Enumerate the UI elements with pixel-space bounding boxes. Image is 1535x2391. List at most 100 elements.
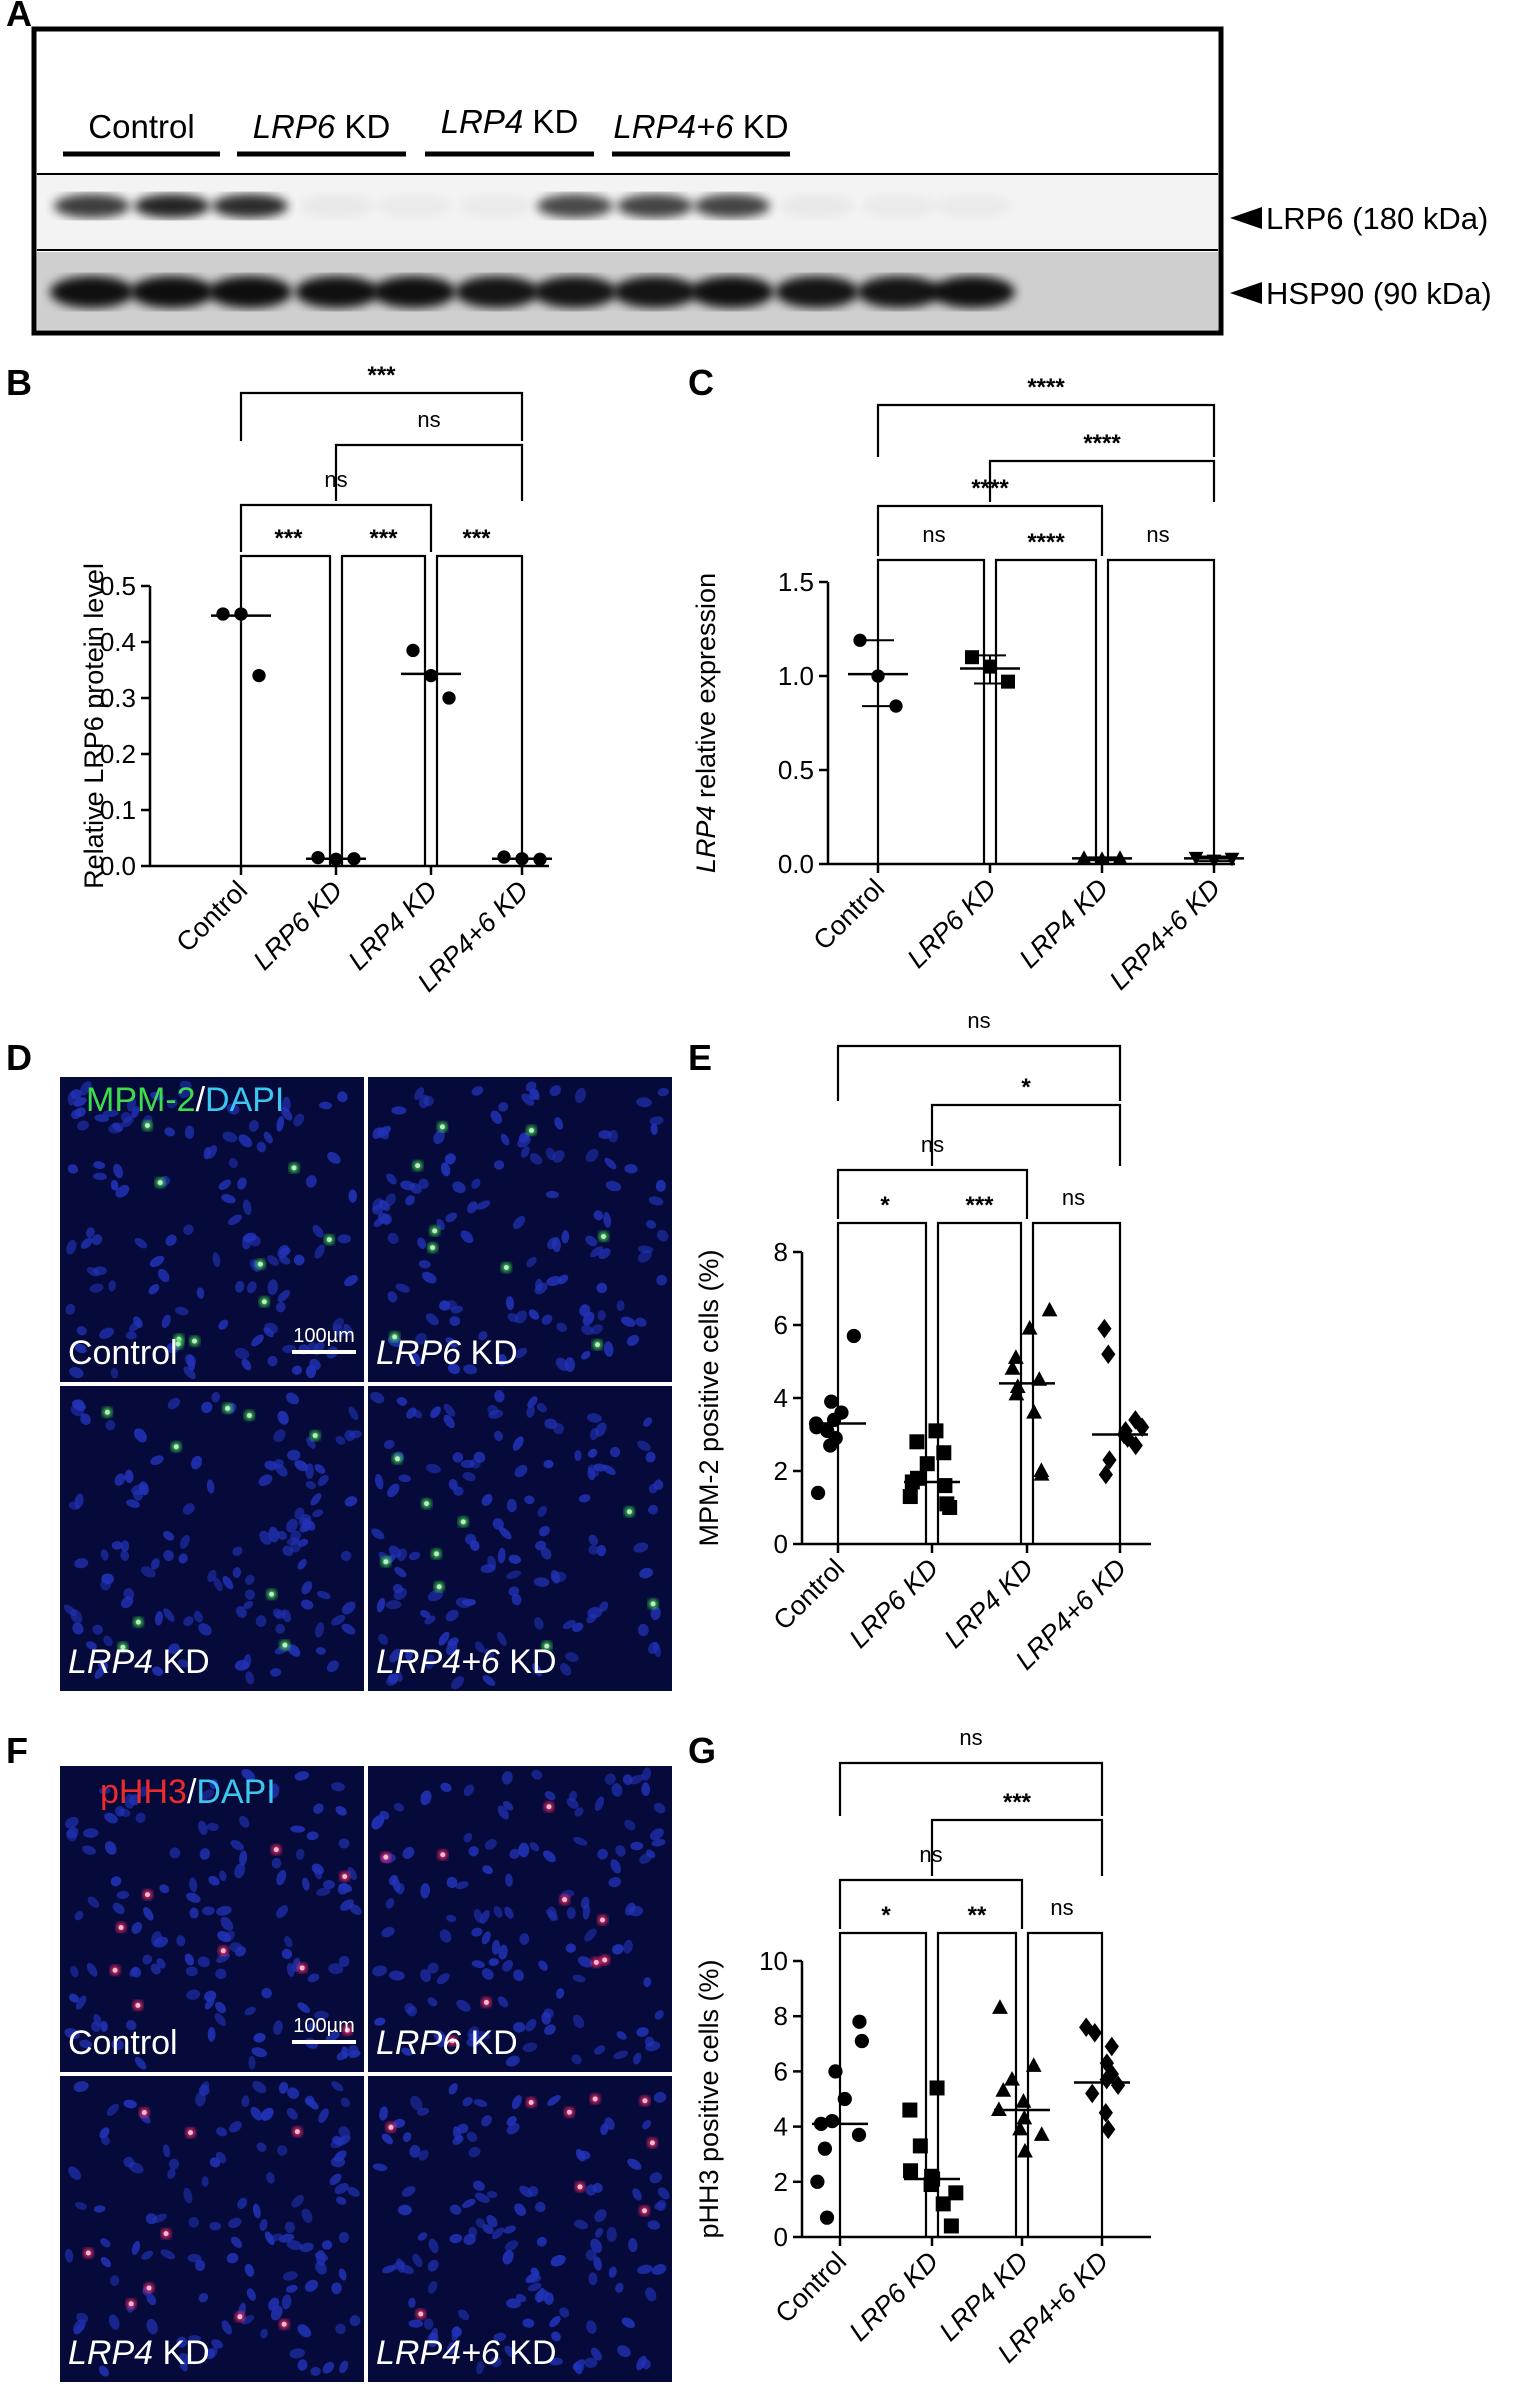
nucleus-dapi bbox=[252, 2203, 261, 2219]
nucleus-dapi bbox=[290, 1825, 305, 1833]
lrp6-band bbox=[299, 194, 375, 218]
nucleus-dapi bbox=[551, 2331, 561, 2342]
nucleus-dapi bbox=[514, 1347, 528, 1359]
nucleus-dapi bbox=[108, 1122, 124, 1134]
nucleus-dapi bbox=[550, 2254, 566, 2267]
lrp6-band bbox=[537, 194, 613, 218]
nucleus-dapi bbox=[410, 2095, 423, 2111]
y-axis-label-italic: LRP4 bbox=[691, 806, 721, 874]
panel-letter-e: E bbox=[688, 1037, 712, 1078]
nucleus-dapi bbox=[626, 1334, 640, 1347]
nucleus-dapi bbox=[439, 1929, 452, 1943]
nucleus-dapi bbox=[338, 1955, 350, 1968]
nucleus-dapi bbox=[133, 1489, 143, 1501]
nucleus-dapi bbox=[544, 2024, 556, 2036]
nucleus-dapi bbox=[92, 1266, 107, 1276]
nucleus-dapi bbox=[588, 1534, 599, 1546]
nucleus-dapi bbox=[370, 1391, 385, 1404]
nucleus-dapi bbox=[334, 2182, 349, 2195]
nucleus-dapi bbox=[67, 1164, 79, 1174]
nucleus-dapi bbox=[385, 1600, 402, 1610]
nucleus-dapi bbox=[654, 2201, 666, 2210]
data-point-square bbox=[903, 2163, 919, 2179]
nucleus-dapi bbox=[241, 1235, 252, 1250]
nucleus-dapi bbox=[314, 2010, 329, 2020]
nucleus-dapi bbox=[641, 1782, 651, 1797]
nucleus-dapi bbox=[216, 2127, 228, 2137]
nucleus-dapi bbox=[573, 1836, 588, 1846]
nucleus-dapi bbox=[149, 1255, 165, 1268]
nucleus-dapi bbox=[327, 1151, 341, 1164]
nucleus-dapi bbox=[400, 1180, 415, 1191]
nucleus-dapi bbox=[251, 2047, 267, 2058]
data-point-circle bbox=[854, 2033, 869, 2049]
nucleus-dapi bbox=[291, 1365, 302, 1375]
nucleus-dapi bbox=[284, 2221, 296, 2234]
significance-label: *** bbox=[462, 525, 491, 552]
nucleus-dapi bbox=[228, 1158, 238, 1169]
nucleus-dapi bbox=[402, 1846, 415, 1859]
significance-bracket bbox=[930, 1103, 1122, 1166]
nucleus-dapi bbox=[183, 2187, 193, 2204]
nucleus-dapi bbox=[482, 1865, 493, 1875]
positive-cell-core bbox=[503, 1265, 509, 1271]
nucleus-dapi bbox=[478, 1331, 488, 1341]
data-point-square bbox=[942, 1500, 958, 1515]
nucleus-dapi bbox=[92, 1624, 103, 1635]
nucleus-dapi bbox=[443, 1414, 455, 1429]
nucleus-dapi bbox=[310, 1493, 322, 1506]
quadrant-label: Control bbox=[68, 1334, 178, 1372]
y-tick-label: 4 bbox=[774, 2112, 788, 2142]
nucleus-dapi bbox=[418, 1260, 431, 1269]
positive-cell-core bbox=[440, 1852, 446, 1858]
nucleus-dapi bbox=[241, 2315, 255, 2325]
chart-c-lrp4-expression: 0.0 0.5 1.0 1.5 LRP4 relative expression Cont… bbox=[691, 374, 1244, 996]
hsp90-band bbox=[208, 276, 292, 308]
data-point-square bbox=[928, 1423, 944, 1439]
nucleus-dapi bbox=[304, 2279, 319, 2292]
nucleus-dapi bbox=[456, 1999, 471, 2012]
nucleus-dapi bbox=[503, 2225, 516, 2234]
nucleus-dapi bbox=[275, 1623, 286, 1634]
nucleus-dapi bbox=[344, 1275, 358, 1287]
nucleus-dapi bbox=[471, 1927, 483, 1937]
nucleus-dapi bbox=[401, 2047, 413, 2056]
nucleus-dapi bbox=[480, 1564, 496, 1574]
nucleus-dapi bbox=[278, 2081, 289, 2094]
hsp90-band bbox=[295, 276, 379, 308]
nucleus-dapi bbox=[531, 1769, 543, 1780]
hsp90-band bbox=[690, 276, 774, 308]
nucleus-dapi bbox=[184, 1125, 195, 1139]
nucleus-dapi bbox=[420, 1610, 431, 1619]
nucleus-dapi bbox=[219, 1870, 227, 1882]
nucleus-dapi bbox=[511, 2095, 522, 2110]
nucleus-dapi bbox=[491, 1939, 501, 1955]
nucleus-dapi bbox=[409, 2144, 421, 2158]
nucleus-dapi bbox=[585, 1235, 598, 1247]
nucleus-dapi bbox=[235, 1280, 245, 1293]
nucleus-dapi bbox=[330, 2156, 346, 2168]
nucleus-dapi bbox=[267, 1279, 278, 1295]
nucleus-dapi bbox=[232, 1546, 243, 1556]
nucleus-dapi bbox=[466, 2131, 478, 2143]
nucleus-dapi bbox=[264, 1322, 278, 1334]
nucleus-dapi bbox=[92, 1172, 108, 1181]
significance-bracket bbox=[1031, 1221, 1122, 1544]
data-point-circle bbox=[817, 2141, 833, 2156]
nucleus-dapi bbox=[532, 1663, 542, 1677]
scale-bar-label: 100µm bbox=[293, 1325, 355, 1347]
nucleus-dapi bbox=[611, 1783, 623, 1797]
nucleus-dapi bbox=[559, 1663, 572, 1676]
nucleus-dapi bbox=[309, 1358, 321, 1371]
nucleus-dapi bbox=[405, 1649, 413, 1661]
data-point-square bbox=[936, 1445, 952, 1461]
nucleus-dapi bbox=[72, 1622, 84, 1635]
nucleus-dapi bbox=[585, 2184, 597, 2196]
nucleus-dapi bbox=[264, 1460, 277, 1471]
nucleus-dapi bbox=[627, 2158, 642, 2171]
nucleus-dapi bbox=[587, 1464, 599, 1477]
data-point-diamond bbox=[1098, 2103, 1113, 2123]
positive-cell-core bbox=[225, 1405, 231, 1411]
data-point-diamond bbox=[1128, 1435, 1143, 1456]
